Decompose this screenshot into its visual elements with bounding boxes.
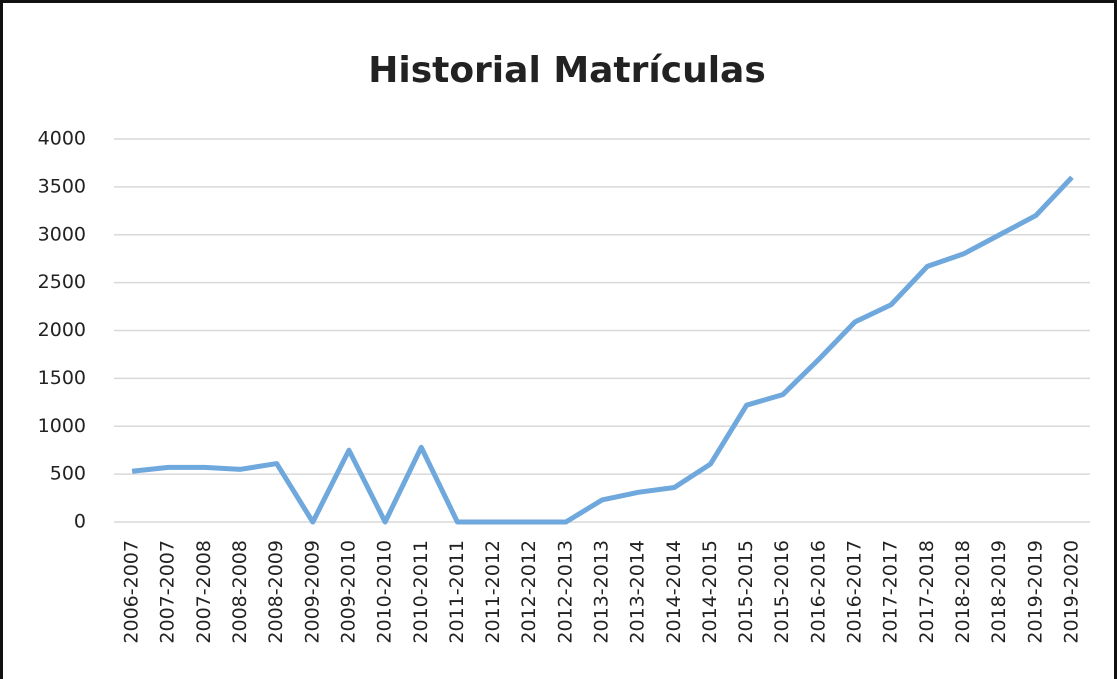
x-tick-label: 2017-2017 (880, 540, 902, 644)
x-tick-label: 2010-2010 (374, 540, 396, 644)
y-tick-label: 3500 (38, 175, 86, 197)
y-tick-label: 4000 (38, 128, 86, 150)
x-tick-label: 2009-2010 (337, 540, 359, 644)
x-tick-label: 2011-2011 (446, 540, 468, 644)
y-tick-label: 0 (74, 511, 86, 533)
x-tick-label: 2018-2019 (988, 540, 1010, 644)
chart-title: Historial Matrículas (368, 50, 766, 91)
y-tick-label: 500 (50, 463, 86, 485)
x-tick-label: 2014-2015 (699, 540, 721, 644)
x-tick-label: 2013-2014 (627, 540, 649, 644)
x-tick-label: 2016-2016 (807, 540, 829, 644)
x-tick-label: 2015-2015 (735, 540, 757, 644)
y-tick-label: 2500 (38, 271, 86, 293)
y-tick-label: 1500 (38, 367, 86, 389)
y-tick-label: 3000 (38, 223, 86, 245)
x-tick-label: 2016-2017 (844, 540, 866, 644)
data-line (131, 175, 1074, 525)
x-tick-label: 2007-2007 (157, 540, 179, 644)
x-tick-label: 2013-2013 (591, 540, 613, 644)
x-tick-label: 2006-2007 (121, 540, 143, 644)
x-tick-label: 2015-2016 (771, 540, 793, 644)
y-tick-label: 1000 (38, 415, 86, 437)
x-tick-label: 2011-2012 (482, 540, 504, 644)
x-tick-label: 2007-2008 (193, 540, 215, 644)
x-tick-label: 2008-2008 (229, 540, 251, 644)
x-tick-label: 2012-2012 (518, 540, 540, 644)
x-tick-label: 2014-2014 (663, 540, 685, 644)
x-tick-label: 2009-2009 (301, 540, 323, 644)
x-tick-label: 2018-2018 (952, 540, 974, 644)
x-tick-label: 2008-2009 (265, 540, 287, 644)
x-tick-label: 2019-2020 (1060, 540, 1082, 644)
x-tick-label: 2019-2019 (1024, 540, 1046, 644)
y-tick-label: 2000 (38, 319, 86, 341)
x-tick-label: 2010-2011 (410, 540, 432, 644)
x-tick-label: 2012-2013 (554, 540, 576, 644)
x-tick-label: 2017-2018 (916, 540, 938, 644)
